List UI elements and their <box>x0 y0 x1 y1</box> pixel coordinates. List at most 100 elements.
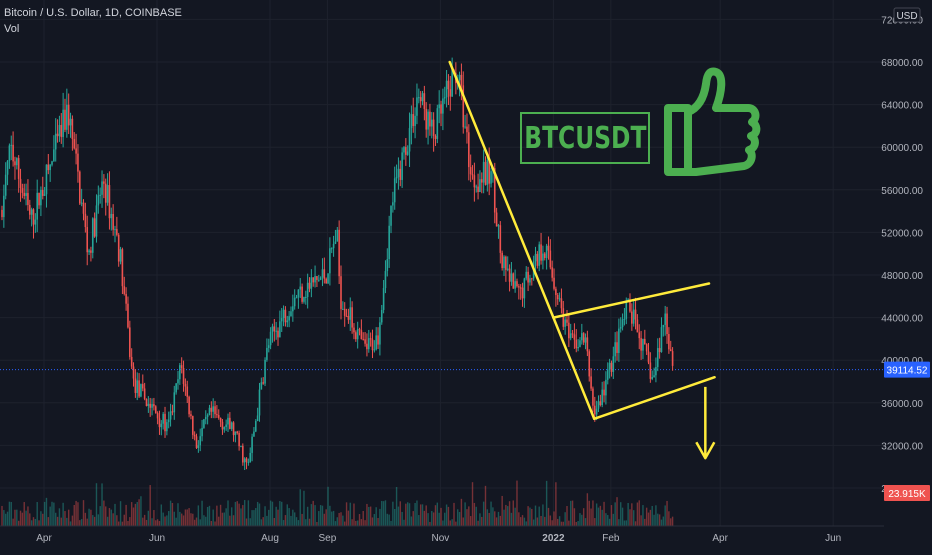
volume-bar <box>116 515 118 526</box>
candle-body <box>236 431 239 434</box>
candle-body <box>330 248 333 250</box>
volume-bar <box>592 500 594 526</box>
candle-body <box>290 311 292 317</box>
candle-body <box>197 445 200 448</box>
volume-bar <box>497 511 500 526</box>
volume-bar <box>560 521 563 526</box>
candle-body <box>214 406 216 415</box>
volume-bar <box>138 499 140 526</box>
volume-bar <box>114 503 116 526</box>
volume-bar <box>216 505 218 526</box>
candle-body <box>397 168 400 178</box>
candle-body <box>256 415 259 422</box>
candle-body <box>160 423 163 428</box>
candle-body <box>621 319 624 328</box>
candle-body <box>88 250 90 253</box>
volume-bar <box>282 520 285 526</box>
volume-bar <box>660 519 663 526</box>
volume-bar <box>482 501 485 526</box>
volume-bar <box>27 506 29 526</box>
volume-bar <box>173 511 175 526</box>
volume-bar <box>410 516 413 526</box>
candle-body <box>595 408 598 415</box>
volume-bar <box>16 509 18 526</box>
volume-bar <box>418 515 420 526</box>
volume-bar <box>403 519 405 526</box>
candle-body <box>77 153 79 172</box>
candle-body <box>631 311 633 324</box>
volume-bar <box>375 507 377 526</box>
candle-body <box>127 303 129 328</box>
x-tick-label: Jun <box>825 533 841 544</box>
volume-bar <box>582 508 585 526</box>
volume-bar <box>327 486 329 526</box>
volume-bar <box>182 515 185 526</box>
volume-bar <box>290 515 292 526</box>
volume-bar <box>414 502 416 526</box>
candle-body <box>177 379 179 384</box>
volume-bar <box>266 515 268 526</box>
candle-body <box>666 313 668 334</box>
volume-bar <box>168 511 170 526</box>
volume-bar <box>156 519 159 526</box>
volume-bar <box>412 511 414 526</box>
volume-bar <box>399 501 401 526</box>
candles <box>1 57 674 471</box>
candle-body <box>427 111 429 130</box>
candle-body <box>310 277 313 289</box>
candle-body <box>484 161 487 185</box>
candle-body <box>32 209 35 225</box>
trendline-drawings[interactable] <box>448 60 716 460</box>
volume-bar <box>562 521 564 526</box>
volume-bar <box>557 518 559 526</box>
thumbs-up-icon <box>664 67 761 176</box>
candle-body <box>447 80 450 90</box>
candle-body <box>192 416 194 435</box>
volume-bar <box>312 500 314 526</box>
volume-bar <box>434 505 437 526</box>
volume-bar <box>10 502 12 526</box>
candle-body <box>393 178 396 203</box>
candle-body <box>636 319 639 333</box>
volume-bar <box>180 513 183 526</box>
volume-bar <box>112 513 114 526</box>
volume-bar <box>206 506 209 526</box>
volume-indicator-label[interactable]: Vol <box>4 23 20 35</box>
candle-body <box>375 335 377 350</box>
candle-body <box>471 174 474 176</box>
volume-bar <box>153 510 155 526</box>
volume-bar <box>223 512 225 526</box>
candle-body <box>216 414 218 416</box>
volume-bar <box>373 514 376 526</box>
candle-body <box>531 278 533 280</box>
volume-bar <box>90 509 92 526</box>
volume-bar <box>671 516 674 526</box>
candle-body <box>601 389 603 406</box>
volume-bar <box>436 502 439 526</box>
candle-body <box>360 330 363 340</box>
volume-bar <box>140 496 142 526</box>
candle-body <box>658 348 661 353</box>
candle-body <box>367 338 370 350</box>
volume-bar <box>612 513 615 526</box>
volume-bar <box>392 501 394 526</box>
volume-bar <box>143 514 146 526</box>
candle-body <box>380 309 383 323</box>
candle-body <box>390 205 392 226</box>
candle-body <box>28 204 31 215</box>
volume-bar <box>510 512 513 526</box>
candle-body <box>58 125 61 137</box>
candle-body <box>649 362 652 379</box>
volume-bar <box>455 521 457 526</box>
volume-bar <box>53 502 55 526</box>
candle-body <box>173 392 176 413</box>
candle-body <box>545 245 548 258</box>
volume-bar <box>645 507 648 526</box>
volume-bar <box>484 485 487 526</box>
candle-body <box>562 308 565 327</box>
volume-bar <box>47 517 50 526</box>
volume-bar <box>149 485 151 526</box>
x-tick-label: Apr <box>36 533 52 544</box>
symbol-title[interactable]: Bitcoin / U.S. Dollar, 1D, COINBASE <box>4 7 182 19</box>
